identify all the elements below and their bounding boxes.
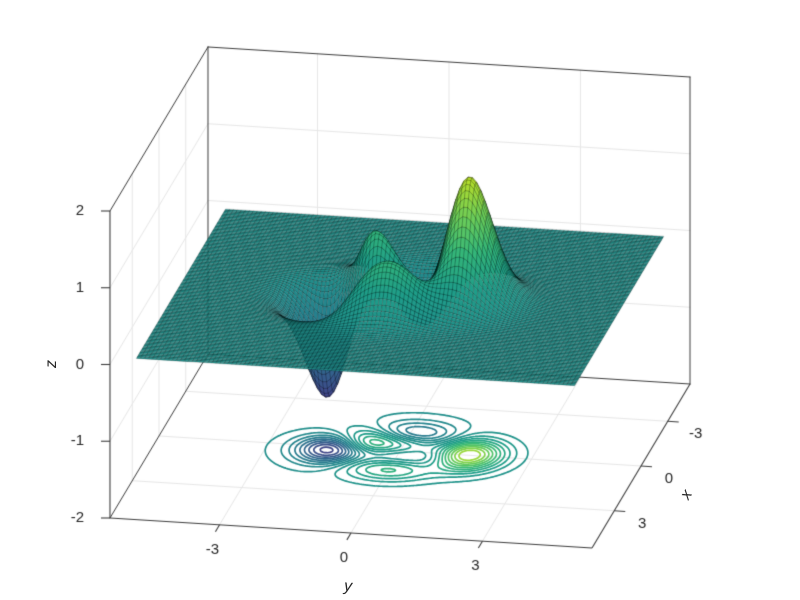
- z-axis-label: z: [42, 360, 60, 369]
- y-axis-label: y: [343, 577, 353, 596]
